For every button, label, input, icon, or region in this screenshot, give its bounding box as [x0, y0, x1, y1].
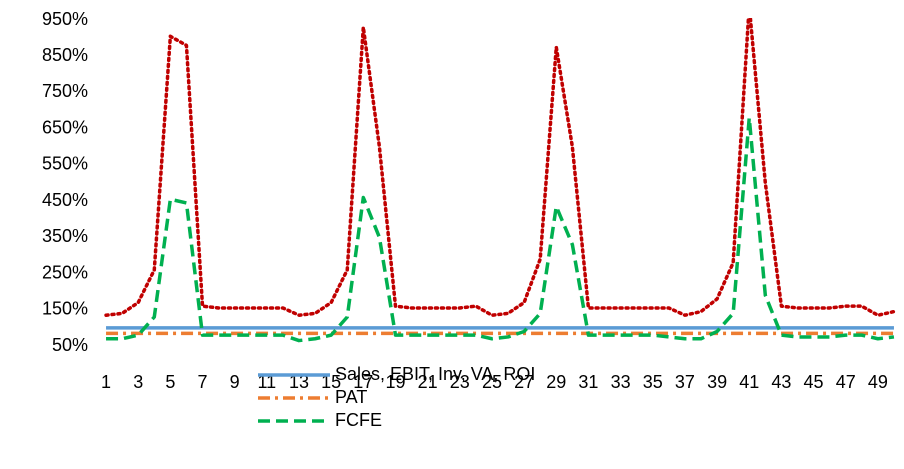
y-tick-label: 350%: [42, 226, 88, 246]
x-tick-label: 7: [198, 372, 208, 392]
y-tick-label: 450%: [42, 190, 88, 210]
x-tick-label: 23: [450, 372, 470, 392]
x-tick-label: 31: [578, 372, 598, 392]
x-tick-label: 21: [418, 372, 438, 392]
x-tick-label: 43: [771, 372, 791, 392]
legend-label: PAT: [335, 387, 367, 407]
legend-label: FCFE: [335, 410, 382, 430]
y-tick-label: 850%: [42, 45, 88, 65]
x-tick-label: 3: [133, 372, 143, 392]
x-tick-label: 5: [165, 372, 175, 392]
x-tick-label: 47: [836, 372, 856, 392]
y-tick-label: 250%: [42, 262, 88, 282]
y-tick-label: 650%: [42, 117, 88, 137]
y-tick-label: 950%: [42, 9, 88, 29]
plot-area: [104, 18, 896, 343]
x-tick-label: 1: [101, 372, 111, 392]
legend-label: Sales, EBIT, Inv, VA, ROI: [335, 364, 535, 384]
series-line: [104, 18, 896, 317]
x-tick-label: 45: [804, 372, 824, 392]
x-tick-label: 49: [868, 372, 888, 392]
x-tick-label: 41: [739, 372, 759, 392]
y-tick-label: 50%: [52, 335, 88, 355]
y-tick-label: 150%: [42, 299, 88, 319]
x-tick-label: 37: [675, 372, 695, 392]
x-tick-label: 35: [643, 372, 663, 392]
x-tick-label: 39: [707, 372, 727, 392]
x-tick-label: 19: [385, 372, 405, 392]
series-line: [106, 116, 895, 343]
y-tick-label: 550%: [42, 154, 88, 174]
x-tick-label: 29: [546, 372, 566, 392]
x-tick-label: 25: [482, 372, 502, 392]
y-tick-label: 750%: [42, 81, 88, 101]
x-tick-label: 9: [230, 372, 240, 392]
x-tick-label: 27: [514, 372, 534, 392]
x-tick-label: 33: [611, 372, 631, 392]
x-tick-label: 17: [353, 372, 373, 392]
